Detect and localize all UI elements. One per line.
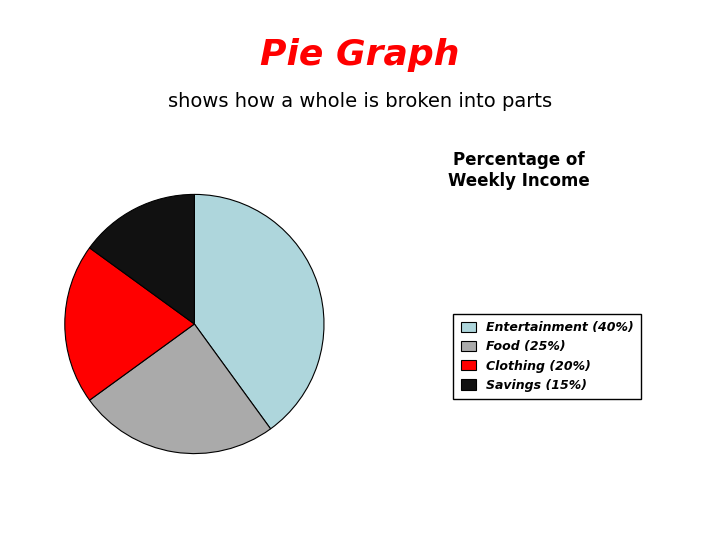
Wedge shape [194, 194, 324, 429]
Legend: Entertainment (40%), Food (25%), Clothing (20%), Savings (15%): Entertainment (40%), Food (25%), Clothin… [454, 314, 641, 399]
Wedge shape [65, 248, 194, 400]
Text: shows how a whole is broken into parts: shows how a whole is broken into parts [168, 92, 552, 111]
Text: Percentage of
Weekly Income: Percentage of Weekly Income [448, 151, 589, 190]
Text: Pie Graph: Pie Graph [260, 38, 460, 72]
Wedge shape [89, 324, 271, 454]
Wedge shape [89, 194, 194, 324]
